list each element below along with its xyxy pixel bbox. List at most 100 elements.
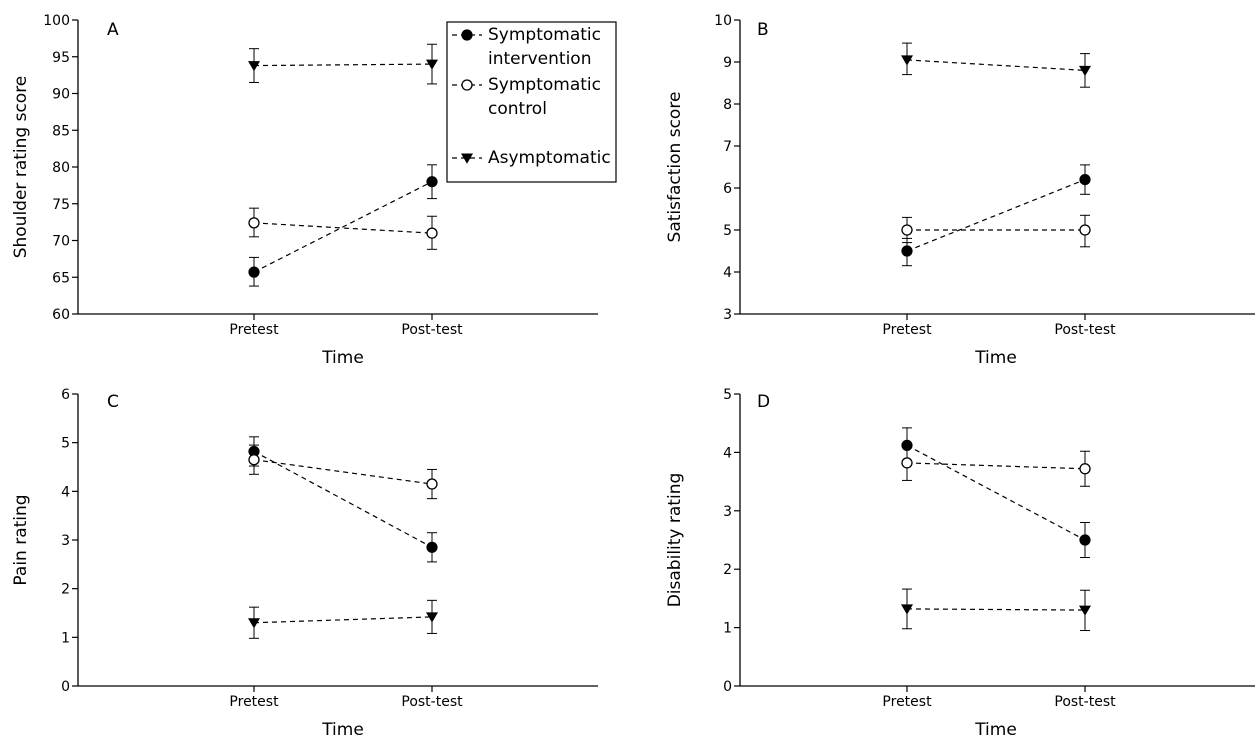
- series-open-circle: [901, 444, 1091, 487]
- y-tick-label: 5: [723, 223, 732, 239]
- y-tick-label: 75: [52, 197, 70, 213]
- legend-marker: [461, 79, 473, 91]
- data-point: [1079, 534, 1091, 546]
- data-point: [426, 612, 438, 623]
- data-point: [426, 176, 438, 188]
- x-tick-label: Pretest: [882, 322, 932, 338]
- legend-label: Symptomatic: [488, 25, 601, 45]
- y-tick-label: 4: [61, 484, 70, 500]
- series-line: [906, 608, 1086, 611]
- legend-box: [446, 21, 617, 183]
- y-tick-label: 1: [61, 630, 70, 646]
- data-point: [248, 217, 260, 229]
- series-filled-circle: [248, 164, 438, 287]
- data-point: [901, 245, 913, 257]
- x-tick-label: Pretest: [229, 694, 279, 710]
- x-axis-label: Time: [321, 720, 364, 736]
- series-line: [253, 616, 433, 624]
- y-tick-label: 65: [52, 270, 70, 286]
- x-tick-label: Pretest: [229, 322, 279, 338]
- data-point: [426, 59, 438, 70]
- data-point: [901, 604, 913, 615]
- y-tick-label: 2: [723, 562, 732, 578]
- series-open-circle: [248, 207, 438, 250]
- legend-label: Asymptomatic: [488, 148, 611, 168]
- legend-label: intervention: [488, 49, 591, 69]
- y-tick-label: 0: [723, 679, 732, 695]
- y-axis-label: Satisfaction score: [665, 92, 685, 243]
- y-tick-label: 8: [723, 97, 732, 113]
- y-tick-label: 3: [723, 307, 732, 323]
- chart-panel-c: 0 1 2 3 4 5 6 Pretest Post-test Time Pain rating C: [11, 387, 598, 736]
- data-point: [1079, 224, 1091, 236]
- panel-label: B: [757, 20, 769, 40]
- data-point: [901, 457, 913, 469]
- y-tick-label: 100: [43, 13, 70, 29]
- series-filled-triangle-down: [248, 43, 438, 85]
- series-filled-triangle-down: [248, 599, 438, 639]
- legend: Symptomatic intervention Symptomatic contro…: [446, 21, 617, 183]
- series-line: [906, 444, 1086, 541]
- y-tick-label: 0: [61, 679, 70, 695]
- data-point: [1079, 65, 1091, 77]
- data-point: [1079, 463, 1091, 475]
- data-point: [426, 478, 438, 490]
- series-line: [253, 181, 433, 273]
- series-line: [253, 459, 433, 485]
- y-tick-label: 6: [723, 181, 732, 197]
- chart-panel-b: 3 4 5 6 7 8 9 10 Pretest Post-test Time Satisfactio…: [665, 13, 1255, 368]
- series-filled-circle: [248, 436, 438, 563]
- y-tick-label: 3: [61, 533, 70, 549]
- data-point: [901, 55, 913, 66]
- y-tick-label: 80: [52, 160, 70, 176]
- y-axis-label: Shoulder rating score: [11, 76, 31, 259]
- series-line: [906, 59, 1086, 71]
- y-axis-label: Disability rating: [665, 473, 685, 608]
- y-tick-label: 4: [723, 445, 732, 461]
- chart-panel-a: 60 65 70 75 80 85 90 95 100 Pretest Post-test Time S…: [11, 13, 598, 368]
- y-tick-label: 70: [52, 234, 70, 250]
- data-point: [248, 266, 260, 278]
- x-axis-label: Time: [321, 348, 364, 368]
- data-point: [248, 618, 260, 629]
- legend-item: Asymptomatic: [452, 148, 611, 168]
- series-filled-triangle-down: [901, 42, 1091, 88]
- data-point: [426, 541, 438, 553]
- y-tick-label: 60: [52, 307, 70, 323]
- y-tick-label: 90: [52, 87, 70, 103]
- panel-label: D: [757, 392, 770, 412]
- x-tick-label: Post-test: [1054, 322, 1116, 338]
- y-tick-label: 5: [723, 387, 732, 403]
- x-axis-label: Time: [974, 720, 1017, 736]
- data-point: [426, 227, 438, 239]
- y-tick-label: 1: [723, 621, 732, 637]
- x-tick-label: Post-test: [401, 322, 463, 338]
- data-point: [1079, 174, 1091, 186]
- chart-panel-d: 0 1 2 3 4 5 Pretest Post-test Time Disability rat…: [665, 387, 1255, 736]
- series-line: [253, 450, 433, 548]
- data-point: [901, 224, 913, 236]
- data-point: [1079, 605, 1091, 616]
- series-line: [253, 63, 433, 67]
- series-filled-triangle-down: [901, 588, 1091, 632]
- data-point: [248, 61, 260, 72]
- panel-label: A: [107, 20, 119, 40]
- series-filled-circle: [901, 427, 1091, 559]
- y-tick-label: 5: [61, 436, 70, 452]
- legend-label: Symptomatic: [488, 75, 601, 95]
- x-tick-label: Post-test: [401, 694, 463, 710]
- y-tick-label: 3: [723, 504, 732, 520]
- x-tick-label: Pretest: [882, 694, 932, 710]
- series-line: [906, 462, 1086, 470]
- y-tick-label: 9: [723, 55, 732, 71]
- legend-marker: [461, 29, 473, 41]
- y-tick-label: 10: [714, 13, 732, 29]
- series-open-circle: [248, 444, 438, 500]
- series-line: [906, 179, 1086, 252]
- data-point: [248, 454, 260, 466]
- y-tick-label: 2: [61, 582, 70, 598]
- series-line: [253, 222, 433, 234]
- legend-marker: [461, 153, 473, 164]
- legend-label: control: [488, 99, 547, 119]
